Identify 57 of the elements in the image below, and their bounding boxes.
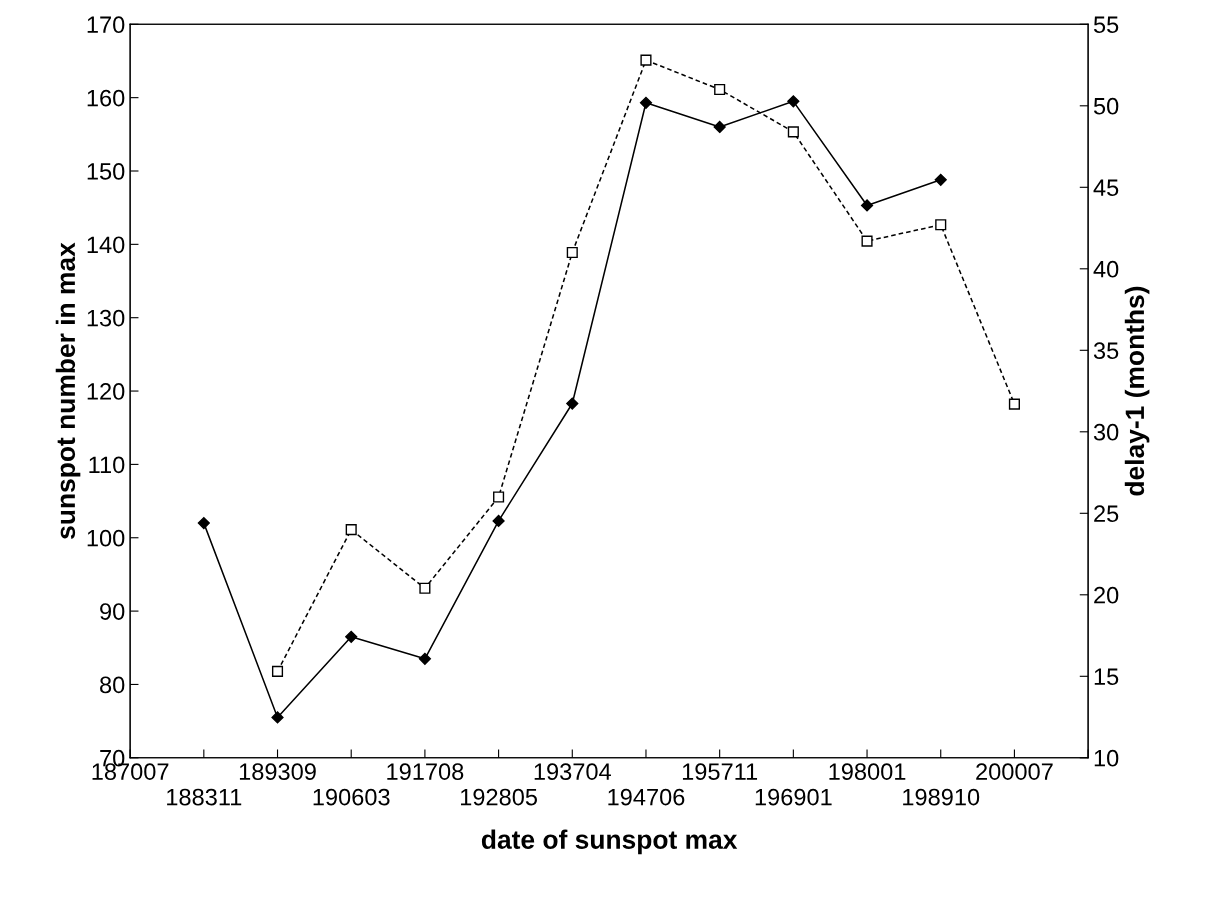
point (787, 95, 800, 108)
point (345, 630, 358, 643)
y2-tick-label: 20 (1094, 586, 1119, 604)
x-tick-label: 198001 (829, 763, 906, 780)
point (935, 219, 947, 231)
point (861, 235, 873, 247)
point (713, 120, 726, 134)
point (714, 83, 726, 96)
x-tick-label: 200007 (976, 763, 1053, 780)
x-tick-label: 191708 (387, 763, 464, 780)
x-tick-label: 198910 (903, 788, 980, 806)
y2-tick-label: 15 (1094, 668, 1119, 686)
x-tick-label: 196901 (755, 788, 832, 806)
x-tick-label: 190603 (313, 788, 390, 806)
x-axis-title: date of sunspot max (481, 829, 738, 855)
y-tick-label: 80 (100, 676, 125, 694)
point (639, 96, 653, 109)
point (934, 173, 947, 186)
point (345, 524, 357, 536)
point (640, 54, 652, 66)
y-tick-label: 170 (87, 16, 125, 34)
x-tick-label: 195711 (682, 763, 758, 780)
y-tick-label: 150 (87, 163, 125, 180)
point (860, 199, 874, 212)
point (271, 665, 284, 677)
x-tick-label: 188311 (167, 788, 242, 806)
point (787, 126, 799, 138)
point (418, 652, 431, 665)
y-tick-label: 100 (87, 529, 125, 547)
y2-tick-label: 10 (1094, 749, 1119, 767)
y-tick-label: 120 (87, 383, 125, 400)
y2-tick-label: 45 (1093, 179, 1119, 197)
y-tick-label: 140 (87, 236, 125, 254)
point (271, 711, 284, 724)
y-axis-title: sunspot number in max (55, 242, 81, 539)
y-tick-label: 110 (89, 456, 125, 474)
y-tick-label: 130 (87, 309, 125, 327)
x-tick-label: 192805 (461, 788, 537, 806)
x-tick-label: 193704 (534, 763, 611, 780)
x-tick-label: 189309 (239, 763, 316, 780)
y2-tick-label: 25 (1094, 505, 1119, 523)
y2-tick-label: 30 (1093, 423, 1119, 441)
point (566, 397, 579, 410)
y2-tick-label: 40 (1093, 260, 1119, 278)
point (419, 582, 431, 594)
y2-tick-label: 50 (1093, 97, 1119, 115)
point (1008, 398, 1020, 410)
point (492, 514, 505, 527)
y2-tick-label: 55 (1093, 16, 1119, 34)
y2-tick-label: 35 (1093, 342, 1119, 360)
y2-axis-title: delay-1 (months) (1124, 286, 1150, 496)
y-tick-label: 90 (100, 603, 125, 620)
point (566, 246, 578, 259)
point (493, 491, 505, 503)
point (197, 516, 210, 530)
x-tick-label: 194706 (608, 788, 685, 806)
y-tick-label: 160 (87, 89, 125, 107)
